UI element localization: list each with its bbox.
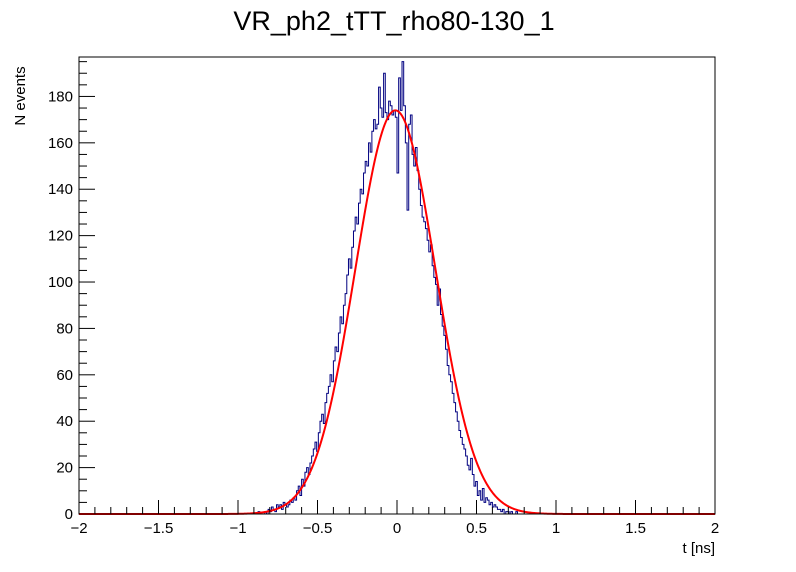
x-tick-label: 2: [711, 520, 719, 537]
x-tick-label: −1: [229, 520, 246, 537]
y-tick-label: 120: [48, 228, 73, 245]
y-tick-label: 40: [56, 413, 73, 430]
y-tick-label: 180: [48, 88, 73, 105]
y-axis-title: N events: [12, 66, 29, 125]
y-tick-label: 80: [56, 320, 73, 337]
x-tick-label: 1.5: [625, 520, 646, 537]
x-tick-label: −1.5: [144, 520, 174, 537]
x-tick-label: 0.5: [466, 520, 487, 537]
axes-layer: −2 −1.5 −1 −0.5 0 0.5 1 1.5 20204060801001201401…: [48, 61, 719, 537]
y-tick-label: 160: [48, 135, 73, 152]
y-tick-label: 140: [48, 181, 73, 198]
chart-title: VR_ph2_tTT_rho80-130_1: [233, 6, 554, 36]
x-tick-label: 0: [393, 520, 401, 537]
x-tick-label: −0.5: [303, 520, 333, 537]
x-axis-title: t [ns]: [682, 540, 715, 557]
y-tick-label: 100: [48, 274, 73, 291]
y-tick-label: 60: [56, 367, 73, 384]
x-tick-label: −2: [70, 520, 87, 537]
y-tick-label: 20: [56, 460, 73, 477]
y-tick-label: 0: [65, 506, 73, 523]
x-tick-label: 1: [552, 520, 560, 537]
